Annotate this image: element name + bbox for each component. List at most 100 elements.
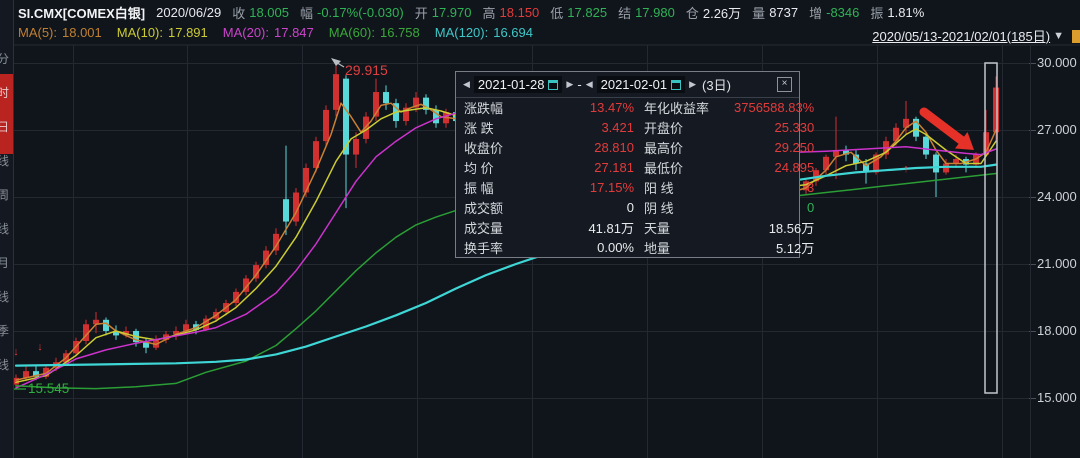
close-icon: ×: [781, 78, 788, 89]
candle-body: [913, 118, 919, 137]
stats-row-4: 振 幅 17.15% 阳 线 3: [456, 178, 822, 198]
date-from-box[interactable]: 2021-01-28: [473, 76, 563, 93]
field-label: 收: [232, 5, 246, 21]
stat-label: 换手率: [464, 240, 504, 256]
candle-body: [423, 97, 429, 110]
stat-label: 均 价: [464, 161, 494, 177]
axis-tick-label: 30.000: [1037, 55, 1077, 70]
ma-line-MA20: [15, 112, 997, 389]
candle-body: [83, 324, 89, 342]
field-label: 高: [482, 5, 496, 21]
stat-value: 3.421: [601, 120, 634, 136]
stat-value: 29.250: [774, 140, 815, 156]
sidebar-item-3[interactable]: 线: [0, 154, 12, 168]
sidebar-item-9[interactable]: 线: [0, 358, 12, 372]
field-value: 18.005: [249, 4, 289, 20]
quote-field-增: 增 -8346: [809, 3, 859, 22]
sidebar-item-0[interactable]: 分: [0, 52, 12, 66]
field-label: 低: [550, 5, 564, 21]
sidebar-item-7[interactable]: 线: [0, 290, 12, 304]
stats-row-1: 涨 跌 3.421 开盘价 25.330: [456, 118, 822, 138]
field-label: 幅: [299, 5, 313, 21]
stat-label: 最低价: [644, 161, 684, 177]
candle-body: [383, 92, 389, 104]
stat-label: 振 幅: [464, 180, 494, 196]
date-to-value[interactable]: 2021-02-01: [600, 77, 668, 92]
candle-body: [873, 154, 879, 173]
range-stats-popup: ◀ 2021-01-28 ▶ - ◀ 2021-02-01 ▶ (3日) × 涨…: [455, 71, 814, 258]
candle-body: [253, 265, 259, 279]
sidebar-item-8[interactable]: 季: [0, 324, 12, 338]
field-label: 仓: [685, 5, 699, 21]
candle-body: [263, 250, 269, 266]
sidebar-item-1[interactable]: 时: [0, 86, 12, 100]
axis-tick-label: 18.000: [1037, 323, 1077, 338]
selection-rect[interactable]: [984, 62, 998, 394]
candle-body: [113, 330, 119, 336]
field-label: 振: [870, 5, 884, 21]
field-value: 18.150: [499, 4, 540, 20]
candle-body: [323, 109, 329, 142]
field-value: 8737: [769, 4, 799, 20]
date-to-box[interactable]: 2021-02-01: [596, 76, 686, 93]
stat-label: 年化收益率: [644, 101, 710, 117]
date-to-next-icon[interactable]: ▶: [689, 79, 697, 89]
ma-legend-undefined: MA(60): 16.758: [329, 25, 420, 40]
date-from-prev-icon[interactable]: ◀: [463, 79, 470, 89]
stat-value: 0: [807, 199, 815, 215]
peak-price-label: 29.915: [345, 62, 388, 78]
sidebar-item-4[interactable]: 周: [0, 188, 12, 202]
stat-value: 0.00%: [597, 239, 634, 255]
stat-value: 24.895: [774, 160, 815, 176]
stat-value: 0: [626, 199, 634, 215]
sidebar-item-5[interactable]: 线: [0, 222, 12, 236]
ma-value: 16.694: [493, 25, 533, 40]
calendar-icon[interactable]: [671, 79, 682, 90]
candle-body: [983, 132, 989, 155]
date-from-value[interactable]: 2021-01-28: [477, 77, 545, 92]
stat-label: 地量: [644, 240, 671, 256]
popup-header: ◀ 2021-01-28 ▶ - ◀ 2021-02-01 ▶ (3日) ×: [456, 72, 799, 98]
stat-value: 5.12万: [775, 240, 815, 256]
date-from-next-icon[interactable]: ▶: [566, 79, 574, 89]
axis-tick-label: 21.000: [1037, 256, 1077, 271]
field-value: 17.825: [567, 4, 608, 20]
range-selector[interactable]: 2020/05/13-2021/02/01(185日) ▼: [872, 26, 1064, 45]
ma-label: MA(60):: [328, 25, 375, 40]
corner-button[interactable]: [1072, 30, 1080, 43]
period-sidebar[interactable]: 分时日线周线月线季线: [0, 0, 14, 458]
stat-label: 收盘价: [464, 141, 504, 157]
stat-value: 3: [807, 179, 815, 195]
calendar-icon[interactable]: [548, 79, 559, 90]
close-button[interactable]: ×: [777, 77, 792, 92]
quote-field-收: 收 18.005: [232, 3, 289, 22]
quote-field-结: 结 17.980: [618, 3, 675, 22]
symbol-label: SI.CMX[COMEX白银]: [18, 5, 146, 21]
candle-body: [93, 319, 99, 325]
date-to-prev-icon[interactable]: ◀: [585, 79, 593, 89]
dropdown-triangle-icon[interactable]: ▼: [1053, 29, 1064, 42]
stat-value: 27.181: [594, 160, 634, 176]
stat-value: 41.81万: [588, 220, 634, 236]
candle-body: [413, 97, 419, 108]
candle-body: [373, 92, 379, 117]
sidebar-item-6[interactable]: 月: [0, 256, 12, 270]
candle-body: [803, 181, 809, 191]
quote-field-仓: 仓 2.26万: [686, 3, 741, 22]
field-value: -0.17%(-0.030): [317, 4, 404, 20]
candle-body: [343, 78, 349, 155]
candle-body: [293, 192, 299, 222]
range-text[interactable]: 2020/05/13-2021/02/01(185日): [872, 29, 1051, 44]
ma-legend-row: MA(5): 18.001 MA(10): 17.891 MA(20): 17.847 MA…: [18, 24, 533, 41]
stat-value: 18.56万: [768, 220, 815, 236]
axis-tick-label: 24.000: [1037, 189, 1077, 204]
quote-field-幅: 幅 -0.17%(-0.030): [300, 3, 404, 22]
sidebar-item-2[interactable]: 日: [0, 120, 12, 134]
field-label: 结: [618, 5, 632, 21]
candle-body: [173, 330, 179, 335]
candle-body: [923, 136, 929, 155]
stats-row-5: 成交额 0 阴 线 0: [456, 197, 822, 217]
candle-body: [273, 233, 279, 251]
red-arrow-head: [955, 132, 974, 150]
